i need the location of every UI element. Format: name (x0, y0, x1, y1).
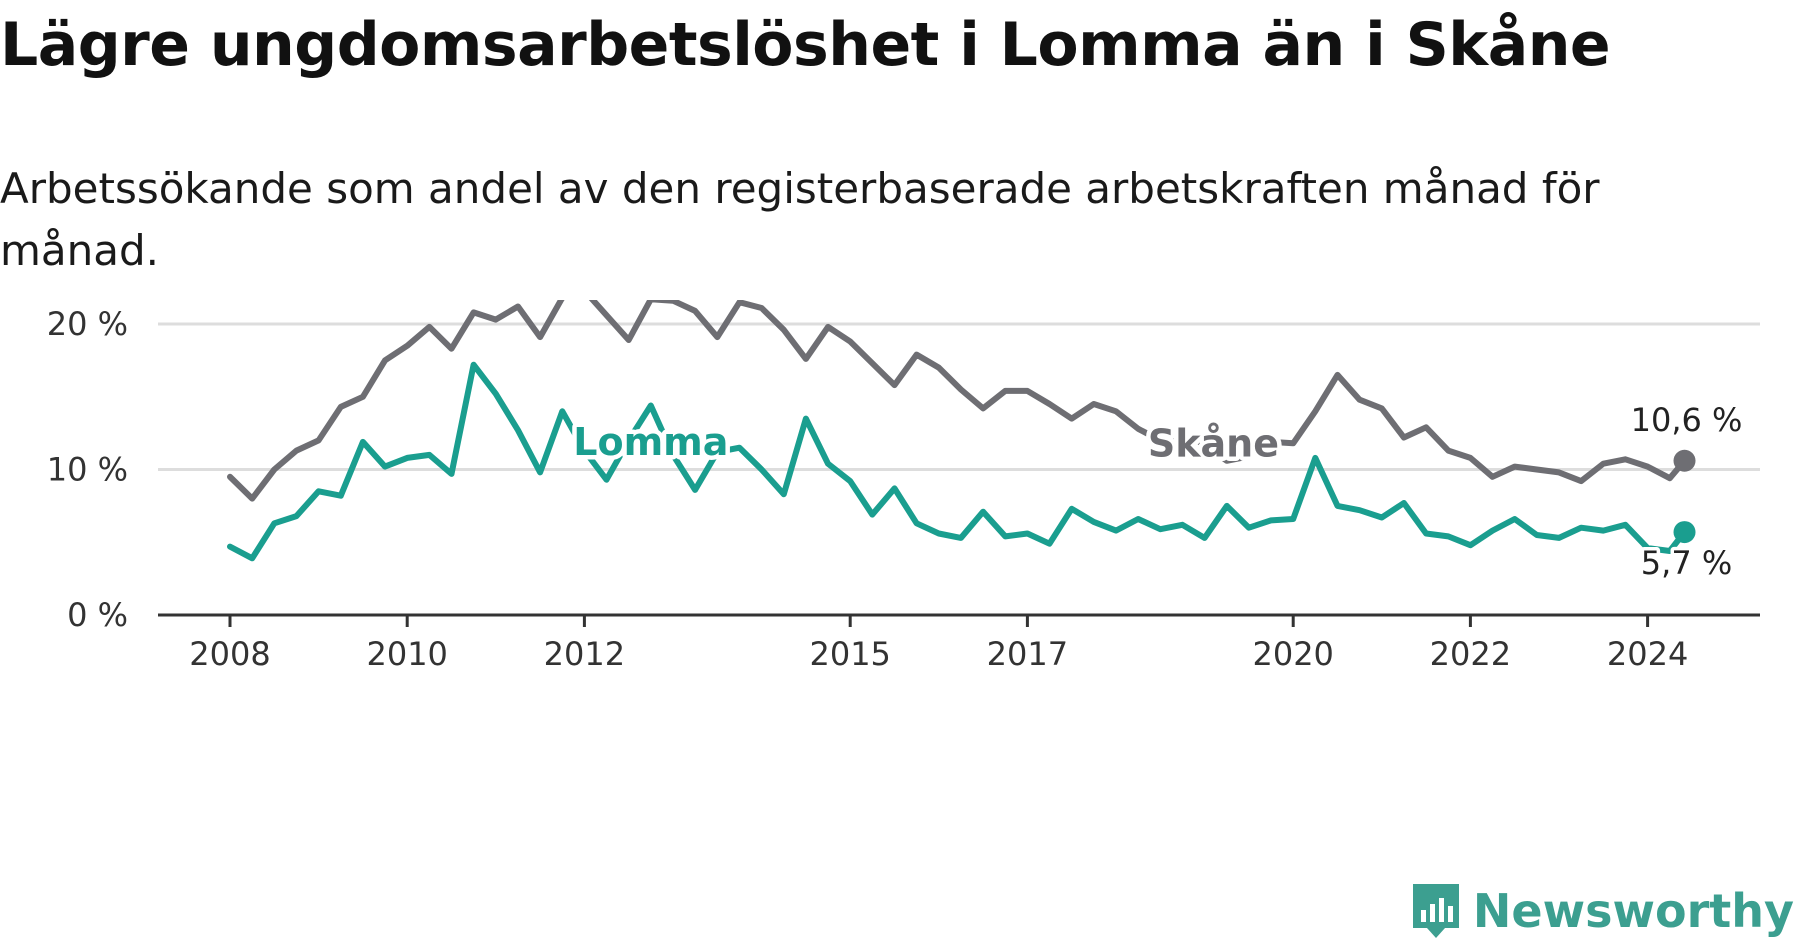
series-end-marker-lomma (1673, 521, 1696, 544)
x-tick-label: 2015 (809, 635, 890, 673)
x-tick-label: 2024 (1607, 635, 1688, 673)
y-axis-labels: 0 % 10 % 20 % (47, 305, 128, 634)
series-layer (227, 300, 1696, 562)
series-line-skåne (227, 300, 1688, 502)
end-value-label-skåne: 10,6 % (1631, 401, 1743, 439)
label-layer: Skåne Lomma 10,6 % 5,7 % (569, 397, 1746, 585)
x-tick-label: 2010 (366, 635, 447, 673)
series-label-skåne: Skåne (1148, 421, 1279, 465)
y-tick-label: 10 % (47, 451, 128, 489)
x-axis-ticks: 2008 2010 2012 2015 2017 2020 2022 2024 (189, 615, 1688, 673)
end-value-label-lomma: 5,7 % (1641, 544, 1732, 582)
y-tick-label: 20 % (47, 305, 128, 343)
chart-subtitle: Arbetssökande som andel av den registerb… (0, 164, 1600, 275)
newsworthy-logo-icon (1412, 884, 1459, 938)
series-line-lomma (227, 361, 1688, 562)
newsworthy-logo-text: Newsworthy (1472, 884, 1794, 938)
series-end-marker-skåne (1673, 449, 1696, 472)
newsworthy-logo: Newsworthy (1411, 882, 1794, 940)
x-tick-label: 2008 (189, 635, 270, 673)
line-chart: 0 % 10 % 20 % 2008 2010 2012 2015 2017 2020 2022… (47, 300, 1760, 673)
grid-layer (158, 322, 1760, 471)
x-tick-label: 2022 (1430, 635, 1511, 673)
x-tick-label: 2020 (1252, 635, 1333, 673)
series-label-lomma: Lomma (573, 420, 728, 464)
chart-title: Lägre ungdomsarbetslöshet i Lomma än i S… (0, 10, 1611, 80)
x-tick-label: 2017 (987, 635, 1068, 673)
x-tick-label: 2012 (544, 635, 625, 673)
y-tick-label: 0 % (67, 596, 128, 634)
